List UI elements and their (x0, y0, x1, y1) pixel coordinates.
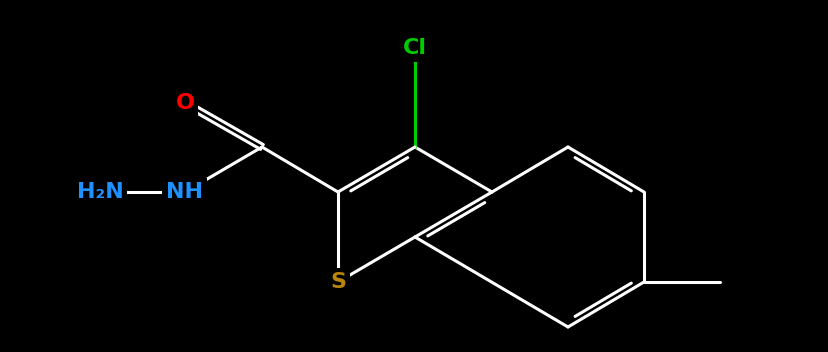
Text: S: S (330, 272, 345, 292)
Text: O: O (176, 93, 195, 113)
Text: NH: NH (166, 182, 203, 202)
Text: Cl: Cl (402, 38, 426, 58)
Text: H₂N: H₂N (76, 182, 123, 202)
